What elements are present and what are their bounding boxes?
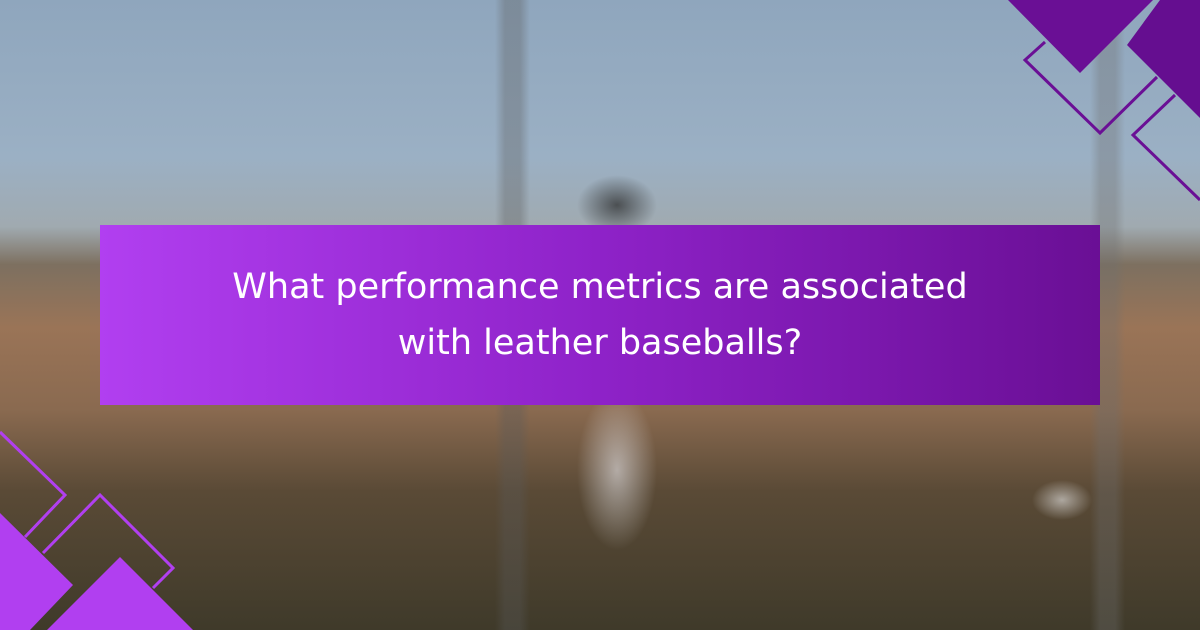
bottom-left-decoration	[0, 430, 193, 630]
triangle-shape	[1127, 0, 1200, 118]
triangle-shape	[1008, 0, 1153, 73]
top-right-decoration	[1008, 0, 1200, 202]
outline-shape	[0, 430, 68, 539]
outline-shape	[1130, 93, 1200, 202]
triangle-shape	[47, 557, 193, 630]
headline-banner: What performance metrics are associated …	[100, 225, 1100, 405]
outline-shape	[41, 492, 176, 590]
outline-shape	[1022, 40, 1159, 136]
triangle-shape	[0, 513, 73, 630]
headline-title: What performance metrics are associated …	[232, 267, 968, 363]
